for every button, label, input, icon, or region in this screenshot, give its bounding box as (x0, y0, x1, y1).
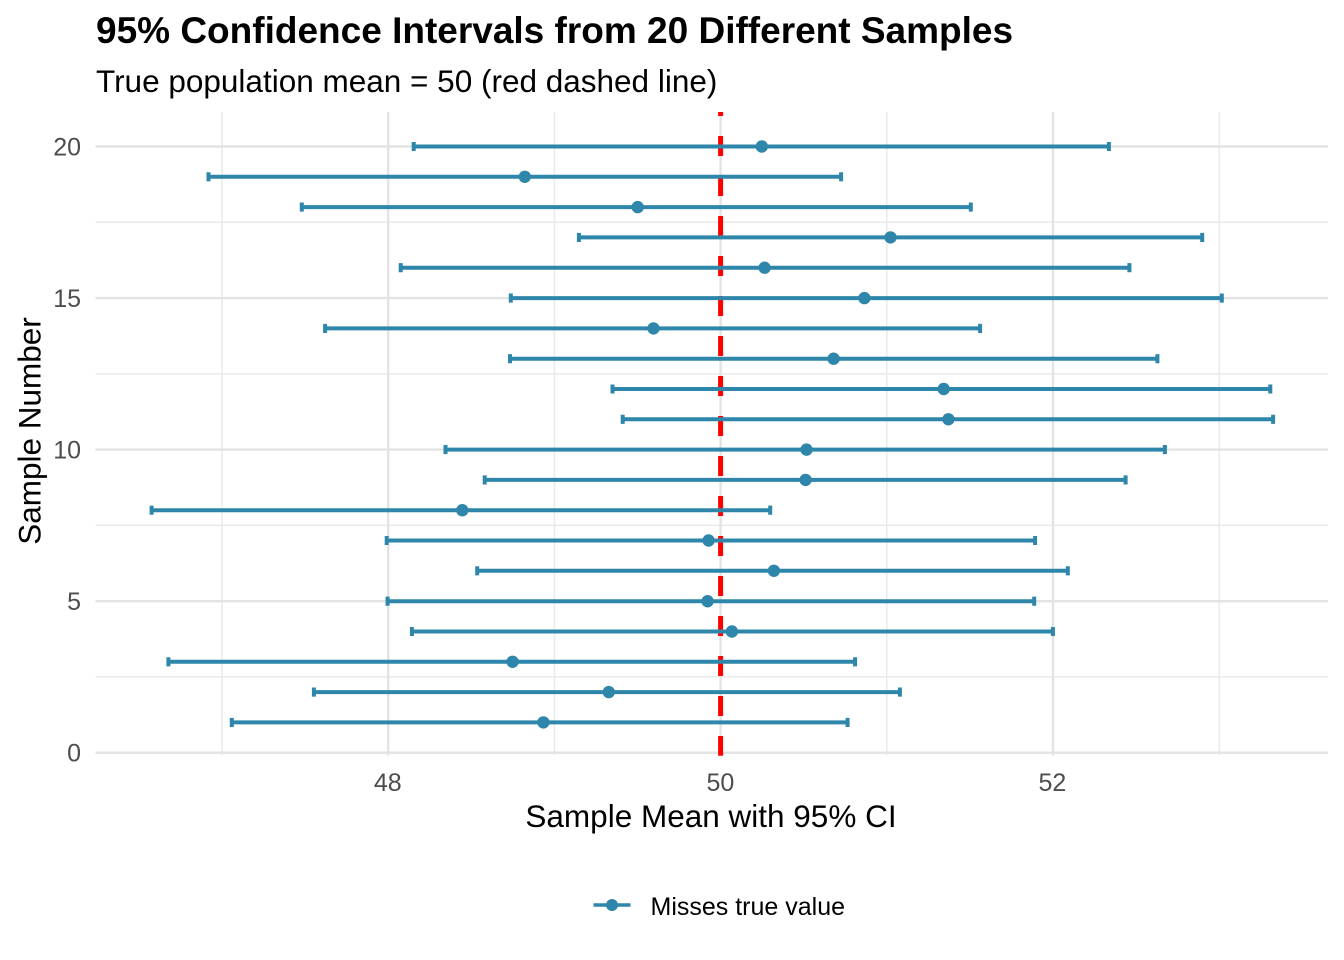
svg-text:15: 15 (53, 285, 81, 313)
svg-text:Misses true value: Misses true value (651, 893, 846, 921)
svg-text:5: 5 (67, 588, 81, 616)
svg-text:0: 0 (67, 740, 81, 768)
svg-text:Sample Number: Sample Number (12, 317, 48, 545)
svg-text:50: 50 (706, 769, 734, 797)
svg-text:Sample Mean with 95% CI: Sample Mean with 95% CI (525, 798, 896, 834)
svg-text:True population mean = 50 (red: True population mean = 50 (red dashed li… (96, 63, 717, 99)
svg-text:52: 52 (1038, 769, 1066, 797)
svg-text:10: 10 (53, 437, 81, 465)
svg-text:48: 48 (374, 769, 402, 797)
svg-text:95% Confidence Intervals from: 95% Confidence Intervals from 20 Differe… (96, 10, 1013, 51)
svg-text:20: 20 (53, 134, 81, 162)
